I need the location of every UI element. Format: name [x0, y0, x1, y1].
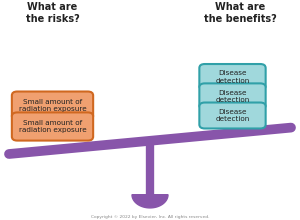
Text: Small amount of
radiation exposure: Small amount of radiation exposure: [19, 99, 86, 112]
FancyBboxPatch shape: [12, 92, 93, 120]
Text: What are
the risks?: What are the risks?: [26, 2, 80, 24]
Text: What are
the benefits?: What are the benefits?: [204, 2, 276, 24]
FancyBboxPatch shape: [199, 103, 266, 128]
FancyBboxPatch shape: [199, 64, 266, 90]
Polygon shape: [132, 195, 168, 208]
Text: Copyright © 2022 by Elsevier, Inc. All rights reserved.: Copyright © 2022 by Elsevier, Inc. All r…: [91, 215, 209, 219]
Text: Disease
detection: Disease detection: [215, 109, 250, 122]
FancyBboxPatch shape: [199, 83, 266, 109]
Text: Disease
detection: Disease detection: [215, 90, 250, 103]
Text: Small amount of
radiation exposure: Small amount of radiation exposure: [19, 120, 86, 133]
Text: Disease
detection: Disease detection: [215, 70, 250, 84]
FancyBboxPatch shape: [12, 112, 93, 141]
